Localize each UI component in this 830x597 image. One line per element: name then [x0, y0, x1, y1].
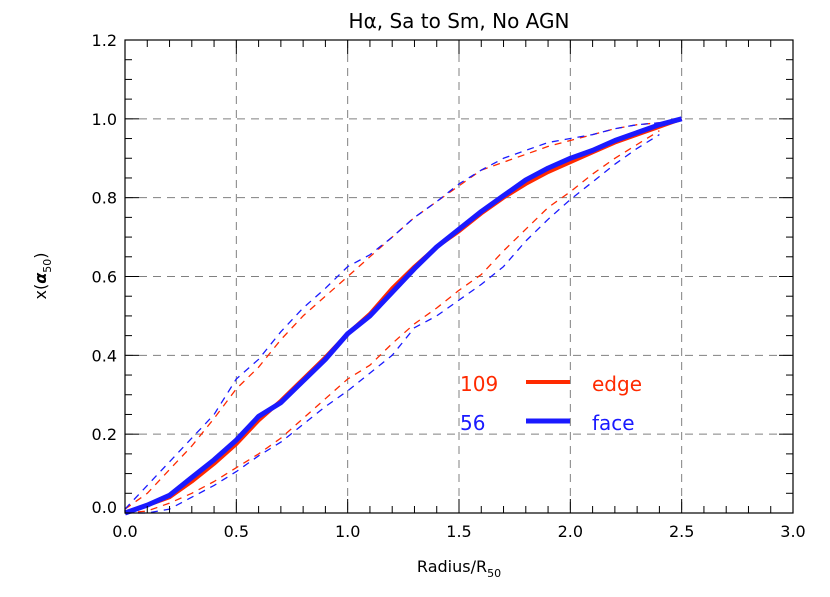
y-tick-label: 0.0	[92, 498, 117, 517]
x-tick-label: 1.5	[446, 522, 471, 541]
legend-count: 109	[460, 372, 498, 396]
series-face-dashed	[125, 134, 660, 514]
series-edge-dashed	[124, 122, 660, 510]
x-axis-label: Radius/R50	[417, 557, 501, 580]
legend-label: edge	[592, 372, 642, 396]
x-tick-label: 1.0	[335, 522, 360, 541]
y-tick-label: 1.0	[92, 110, 117, 129]
grid	[125, 40, 793, 513]
series-face-dashed	[124, 122, 660, 510]
x-tick-label: 0.0	[112, 522, 137, 541]
legend-label: face	[592, 411, 635, 435]
legend-count: 56	[460, 411, 485, 435]
y-axis-label: x(α50)	[31, 253, 54, 300]
x-tick-label: 2.0	[558, 522, 583, 541]
y-tick-label: 0.4	[92, 346, 117, 365]
chart-title: Hα, Sa to Sm, No AGN	[349, 9, 570, 33]
y-tick-label: 0.8	[92, 189, 117, 208]
y-tick-label: 1.2	[92, 31, 117, 50]
y-tick-label: 0.2	[92, 425, 117, 444]
ticks: 0.0 0.5 1.0 1.5 2.0 2.5 3.0 0.0 0.2 0.4 0.6 0.8 1.0 1…	[92, 31, 806, 541]
series-face-solid	[124, 116, 683, 516]
legend: 109 edge 56 face	[460, 372, 642, 435]
y-tick-label: 0.6	[92, 268, 117, 287]
x-tick-label: 0.5	[224, 522, 249, 541]
series-layer	[124, 116, 683, 516]
x-tick-label: 3.0	[780, 522, 805, 541]
x-tick-label: 2.5	[669, 522, 694, 541]
series-edge-dashed	[124, 130, 660, 514]
